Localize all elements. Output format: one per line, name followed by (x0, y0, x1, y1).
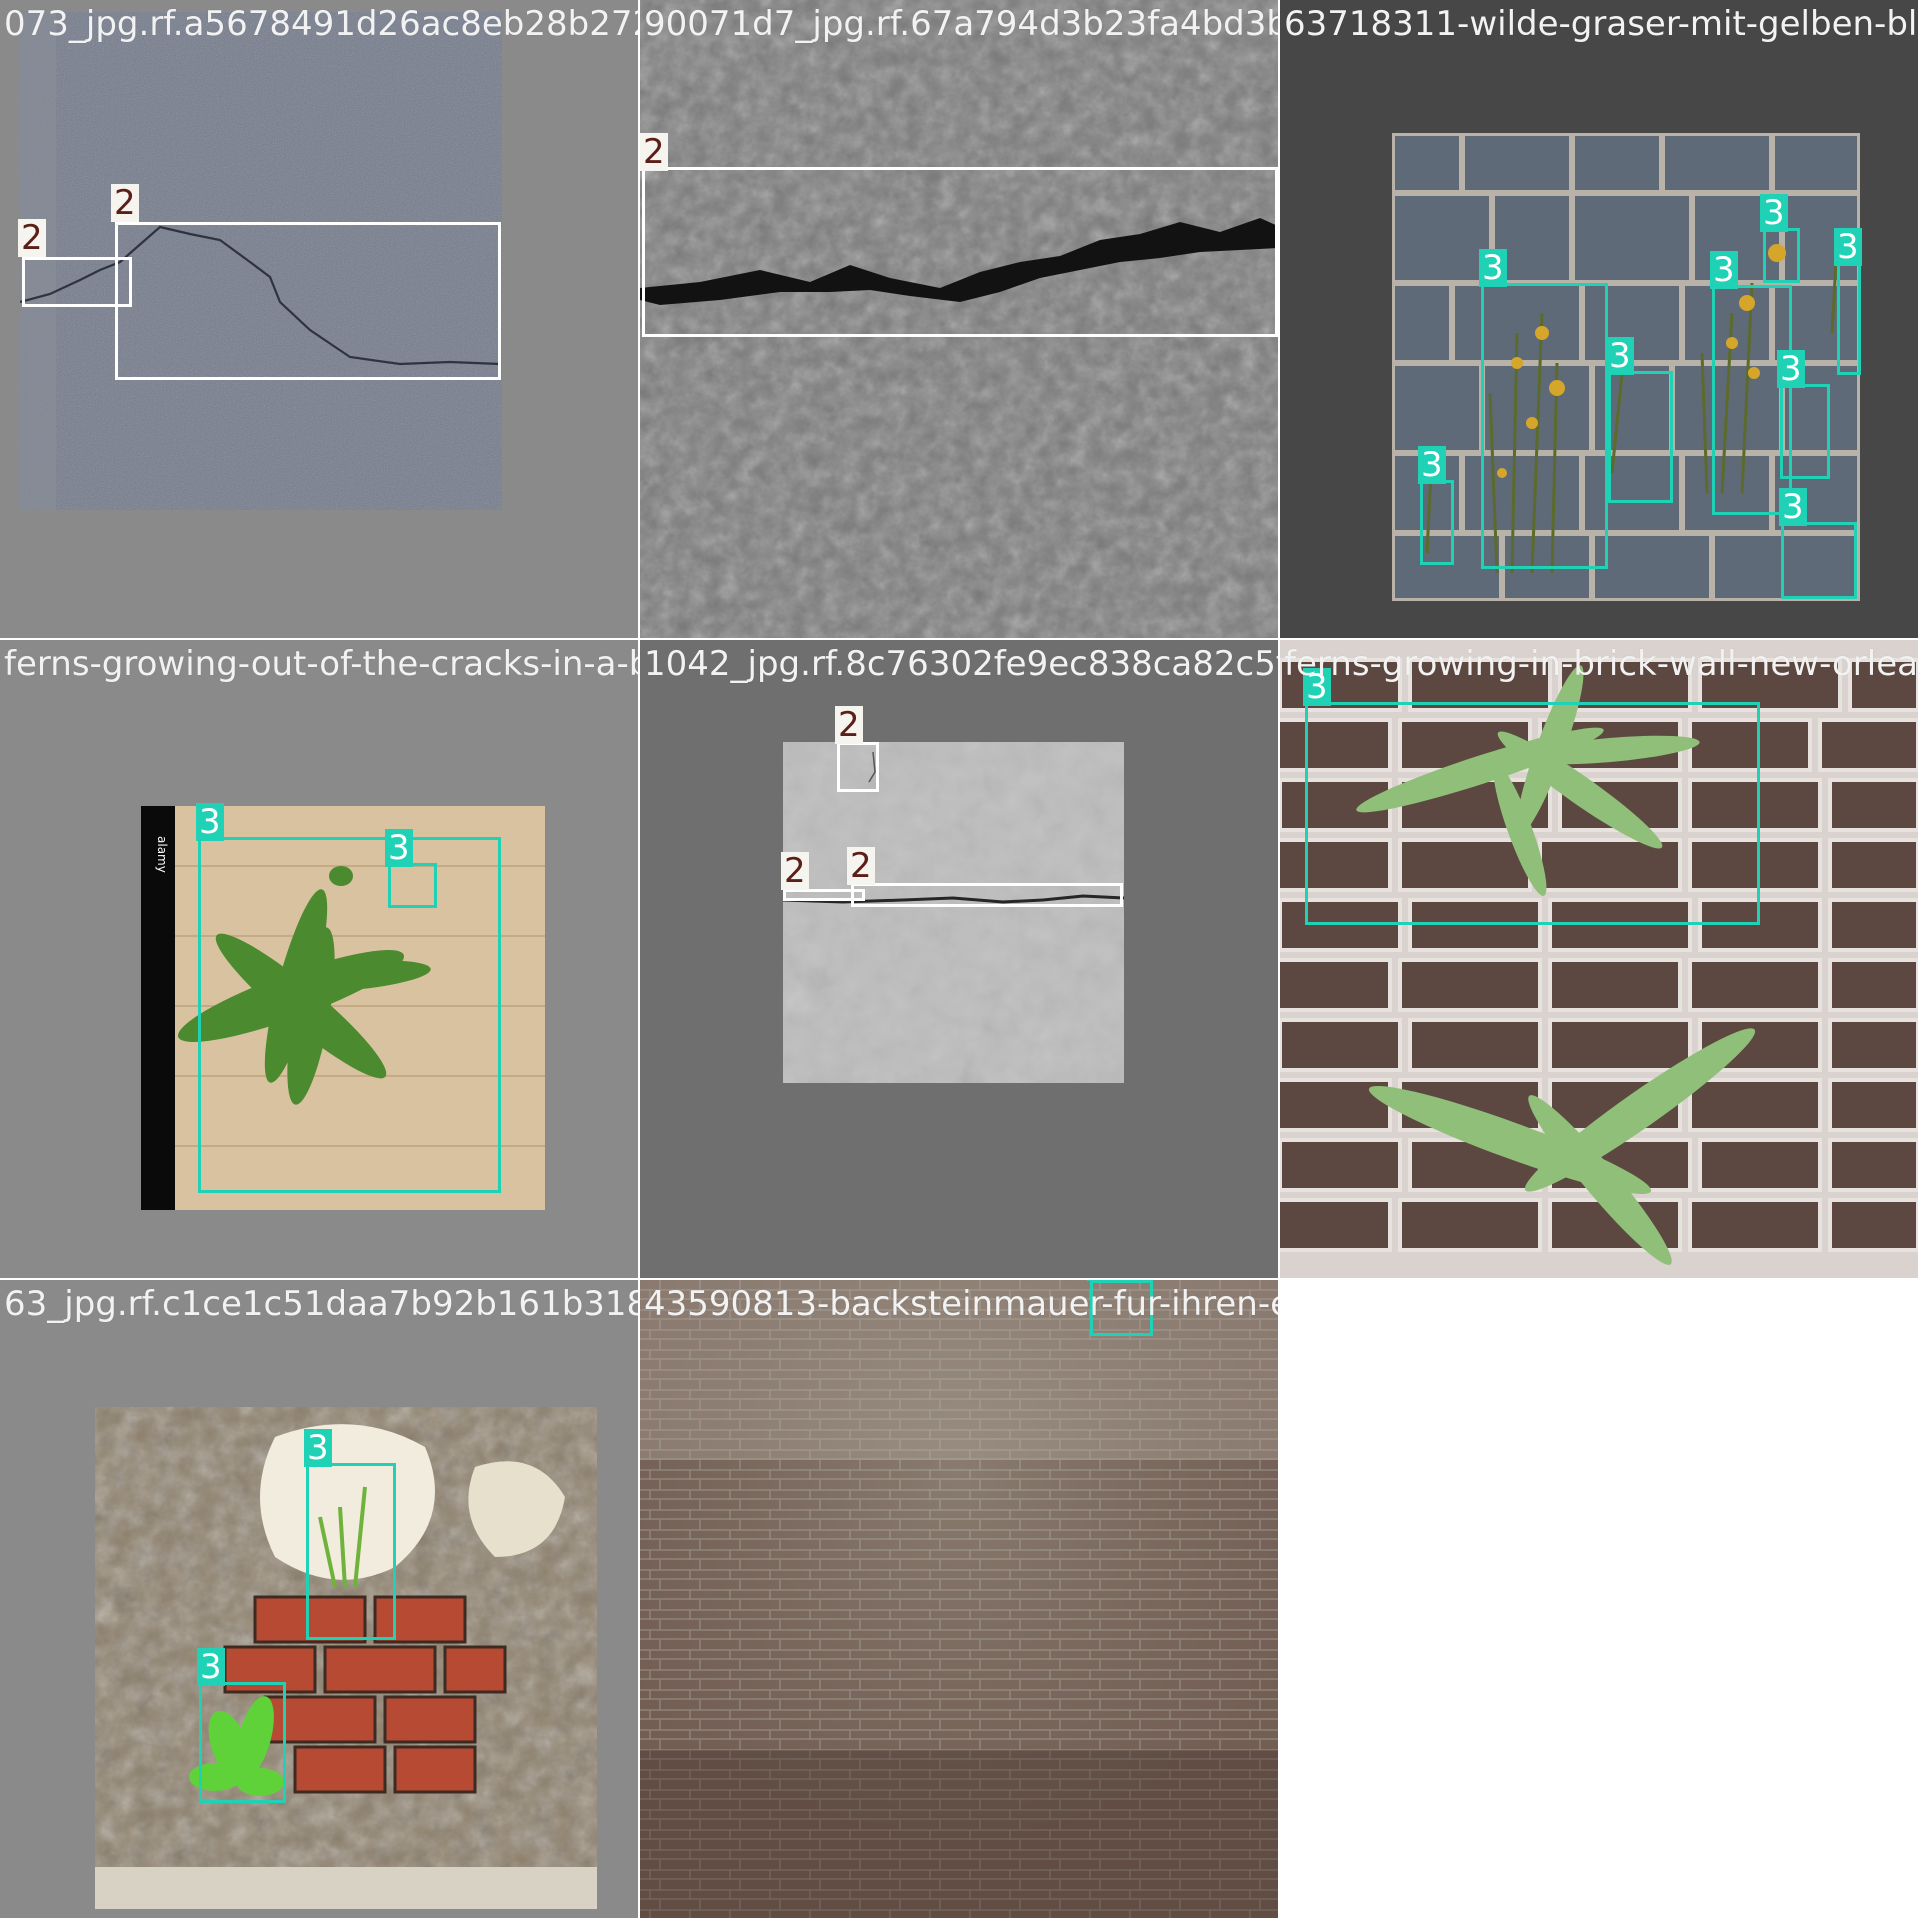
detection-label: 3 (304, 1429, 332, 1467)
detection-box-plant (306, 1463, 396, 1640)
detection-box-crack (851, 883, 1123, 907)
grid-divider (0, 638, 1920, 640)
detection-label: 2 (835, 706, 863, 744)
concrete-photo (640, 0, 1278, 638)
detection-box-plant (1481, 283, 1608, 569)
detection-box-crack (115, 222, 501, 380)
detection-box-plant (1305, 702, 1760, 925)
detection-label: 3 (197, 1648, 225, 1686)
grid-divider (1278, 0, 1280, 1280)
image-caption: 1042_jpg.rf.8c76302fe9ec838ca82c5f414258… (644, 644, 1278, 684)
detection-label: 3 (1779, 488, 1807, 526)
detection-box-plant (1763, 228, 1800, 283)
image-caption: 43590813-backsteinmauer-fur-ihren-entwur (644, 1284, 1278, 1324)
weathered-brick-photo (640, 1280, 1278, 1918)
grid-divider (638, 0, 640, 1920)
detection-box-plant (1420, 480, 1454, 565)
image-caption: 90071d7_jpg.rf.67a794d3b23fa4bd3b4677183 (644, 4, 1278, 44)
detection-box-plant (1608, 371, 1673, 503)
red-brick-photo (95, 1407, 597, 1909)
tile-plaster-crack: 2 2 2 1042_jpg.rf.8c76302fe9ec838ca82c5f… (640, 640, 1278, 1278)
detection-box-crack (22, 257, 132, 307)
detection-label: 3 (1710, 251, 1738, 289)
alamy-watermark: alamy (155, 836, 169, 873)
detection-label: 3 (1834, 228, 1862, 266)
tile-fern-beige-wall: alamy 3 3 ferns-growing-out-of-the-crack… (0, 640, 638, 1278)
detection-label: 2 (640, 133, 668, 171)
detection-label: 2 (847, 847, 875, 885)
detection-box-crack (837, 742, 879, 792)
detection-label: 3 (1479, 249, 1507, 287)
detection-label: 2 (18, 219, 46, 257)
detection-label: 2 (111, 184, 139, 222)
detection-box-plant (199, 1682, 286, 1803)
detection-box-plant (388, 863, 437, 908)
tile-stone-wall-plants: 3 3 3 3 3 3 3 3 63718311-wilde-graser-mi… (1280, 0, 1918, 638)
detection-label: 2 (781, 852, 809, 890)
tile-concrete-crack: 2 90071d7_jpg.rf.67a794d3b23fa4bd3b46771… (640, 0, 1278, 638)
detection-label: 3 (1087, 1280, 1115, 1281)
detection-box-plant (1090, 1280, 1153, 1336)
tile-asphalt-crack: 2 2 073_jpg.rf.a5678491d26ac8eb28b272900… (0, 0, 638, 638)
tile-damaged-red-brick-wall: 3 3 63_jpg.rf.c1ce1c51daa7b92b161b318775… (0, 1280, 638, 1918)
tile-weathered-brick-wall: 3 43590813-backsteinmauer-fur-ihren-entw… (640, 1280, 1278, 1918)
detection-box-crack (783, 889, 865, 901)
detection-label: 3 (1606, 337, 1634, 375)
detection-label: 3 (1777, 350, 1805, 388)
image-caption: ferns-growing-out-of-the-cracks-in-a-b (4, 644, 638, 684)
detection-box-crack (642, 167, 1278, 337)
detection-box-plant (1837, 262, 1861, 375)
image-caption: 63_jpg.rf.c1ce1c51daa7b92b161b3187750364 (4, 1284, 638, 1324)
asphalt-photo (20, 12, 502, 510)
detection-box-plant (1712, 285, 1792, 515)
image-caption: 63718311-wilde-graser-mit-gelben-blu (1284, 4, 1918, 44)
fern-photo: alamy (141, 806, 545, 1210)
detection-label: 3 (1303, 668, 1331, 706)
tile-fern-brick-wall: 3 ferns-growing-in-brick-wall-new-orlean… (1280, 640, 1918, 1278)
detection-box-plant (1781, 522, 1857, 599)
detection-label: 3 (1418, 446, 1446, 484)
detection-box-plant (1780, 384, 1830, 479)
grid-divider (0, 1278, 1280, 1280)
brick-fern-photo (1280, 640, 1918, 1278)
detection-box-plant (198, 837, 501, 1193)
detection-label: 3 (1760, 194, 1788, 232)
detection-label: 3 (385, 829, 413, 867)
plaster-photo (783, 742, 1124, 1083)
detection-label: 3 (196, 803, 224, 841)
image-caption: ferns-growing-in-brick-wall-new-orleans (1284, 644, 1918, 684)
